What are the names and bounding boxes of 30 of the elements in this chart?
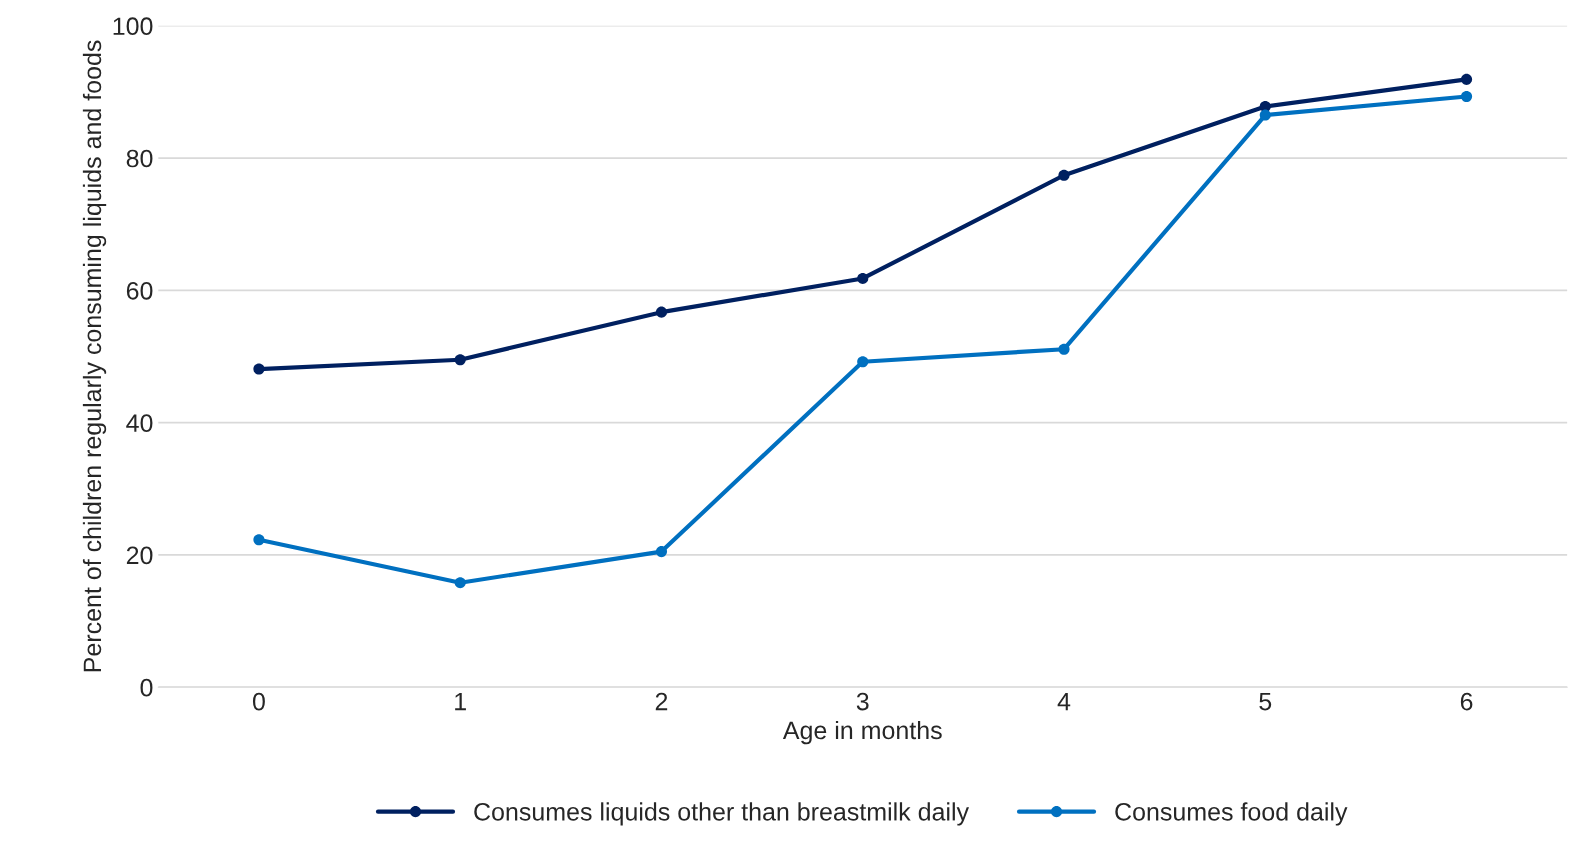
point: [655, 546, 668, 558]
x-tick-label: 6: [1460, 692, 1473, 711]
x-tick-label: 5: [1259, 692, 1272, 711]
y-tick-label: 40: [126, 414, 153, 432]
point: [1058, 343, 1070, 355]
legend-label: Consumes liquids other than breastmilk daily: [474, 802, 970, 826]
point: [655, 306, 668, 318]
y-tick-label: 0: [140, 678, 153, 697]
point: [454, 577, 466, 589]
x-tick-label: 1: [455, 692, 466, 711]
x-tick-label: 4: [1057, 692, 1071, 711]
y-axis-title: Percent of children regularly consuming liquids and foods: [82, 40, 107, 672]
x-tick-label: 2: [655, 692, 668, 711]
x-tick-label: 0: [252, 692, 265, 711]
point: [253, 363, 265, 375]
point: [857, 272, 869, 284]
point: [1460, 90, 1473, 103]
y-tick-label: 20: [126, 546, 153, 565]
point: [1259, 109, 1271, 121]
y-tick-label: 100: [113, 17, 153, 36]
x-axis-title: Age in months: [782, 720, 942, 745]
point: [1058, 169, 1070, 181]
y-tick-label: 80: [126, 149, 153, 168]
point: [857, 356, 869, 368]
x-tick-label: 3: [856, 692, 869, 711]
point: [253, 534, 265, 546]
point: [1460, 73, 1473, 85]
point: [454, 354, 466, 366]
y-tick-label: 60: [126, 281, 153, 300]
legend-label: Consumes food daily: [1115, 802, 1348, 826]
